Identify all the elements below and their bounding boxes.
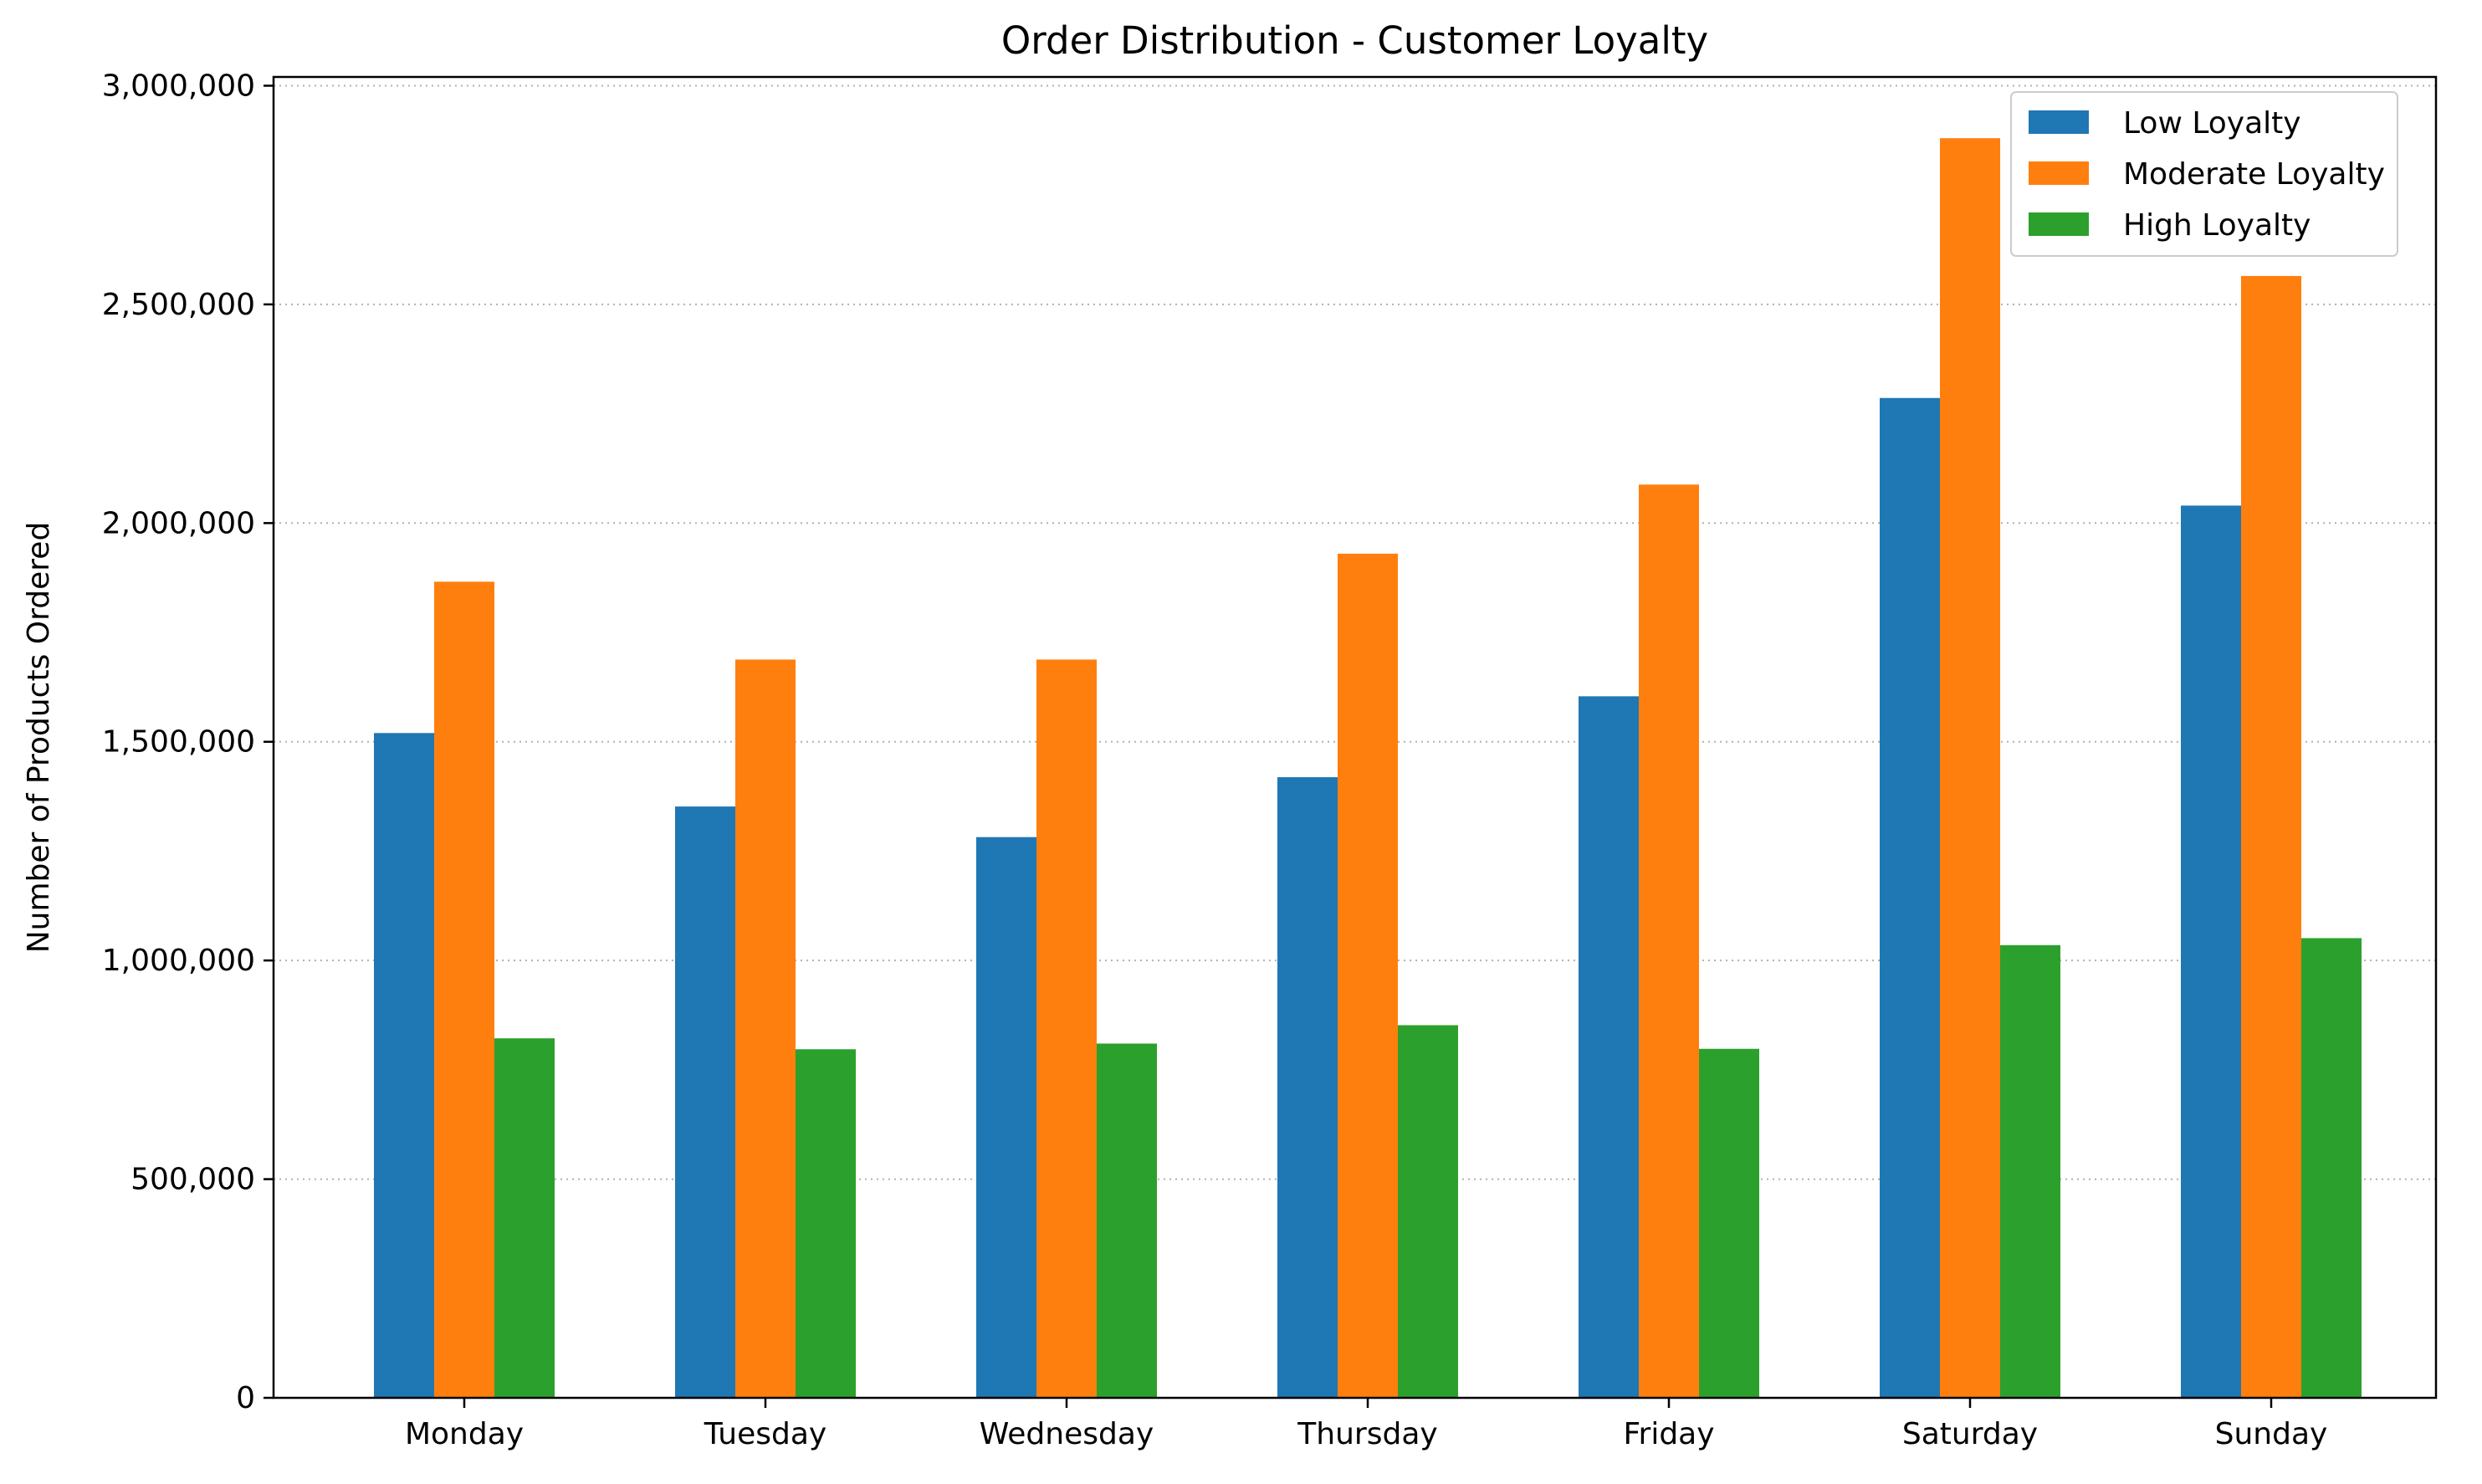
x-tick-label: Tuesday [704,1417,826,1451]
x-tick-label: Monday [405,1417,524,1451]
legend-frame [2010,91,2398,257]
y-tick-label: 1,500,000 [102,725,255,760]
x-tick-label: Thursday [1297,1417,1437,1451]
legend-label-moderate-loyalty: Moderate Loyalty [2123,157,2385,192]
legend-swatch-high-loyalty [2029,212,2089,236]
bar-low-loyalty-sunday [2181,505,2241,1398]
bar-moderate-loyalty-thursday [1338,553,1398,1398]
legend: Low Loyalty Moderate Loyalty High Loyalt… [2010,91,2398,257]
legend-label-low-loyalty: Low Loyalty [2123,106,2301,141]
bar-moderate-loyalty-friday [1639,484,1699,1398]
y-tick-label: 3,000,000 [102,69,255,103]
plot-frame [272,75,2438,1400]
y-tick-label: 0 [236,1381,255,1415]
bar-low-loyalty-tuesday [675,806,735,1398]
legend-swatch-low-loyalty [2029,110,2089,134]
bar-moderate-loyalty-wednesday [1036,659,1097,1398]
bar-moderate-loyalty-sunday [2241,275,2301,1398]
x-tick-label: Saturday [1902,1417,2038,1451]
y-tick-label: 2,500,000 [102,288,255,322]
bar-low-loyalty-friday [1579,696,1639,1398]
legend-swatch-moderate-loyalty [2029,161,2089,185]
bar-moderate-loyalty-saturday [1940,138,2000,1398]
bar-low-loyalty-wednesday [976,837,1036,1398]
bar-high-loyalty-wednesday [1097,1043,1157,1398]
bar-high-loyalty-thursday [1398,1025,1458,1398]
y-axis-ticks: 0 500,000 1,000,000 1,500,000 2,000,000 2,500… [102,69,274,1415]
x-tick-label: Sunday [2215,1417,2328,1451]
bar-high-loyalty-sunday [2301,938,2362,1398]
bars [374,138,2362,1398]
bar-low-loyalty-monday [374,733,434,1398]
bar-high-loyalty-friday [1699,1048,1759,1398]
y-axis-label: Number of Products Ordered [22,522,56,954]
bar-high-loyalty-tuesday [796,1049,856,1398]
y-tick-label: 500,000 [130,1163,255,1197]
x-tick-label: Friday [1623,1417,1714,1451]
bar-high-loyalty-monday [494,1038,555,1398]
bar-low-loyalty-saturday [1880,397,1940,1398]
chart-title: Order Distribution - Customer Loyalty [1001,18,1708,63]
y-tick-label: 2,000,000 [102,506,255,540]
bar-moderate-loyalty-monday [434,581,494,1398]
y-tick-label: 1,000,000 [102,944,255,978]
legend-label-high-loyalty: High Loyalty [2123,208,2311,243]
bar-moderate-loyalty-tuesday [735,659,796,1398]
x-axis-ticks: Monday Tuesday Wednesday Thursday Friday Satu… [405,1398,2327,1451]
bar-low-loyalty-thursday [1277,777,1338,1398]
x-tick-label: Wednesday [980,1417,1154,1451]
bar-high-loyalty-saturday [2000,944,2060,1398]
